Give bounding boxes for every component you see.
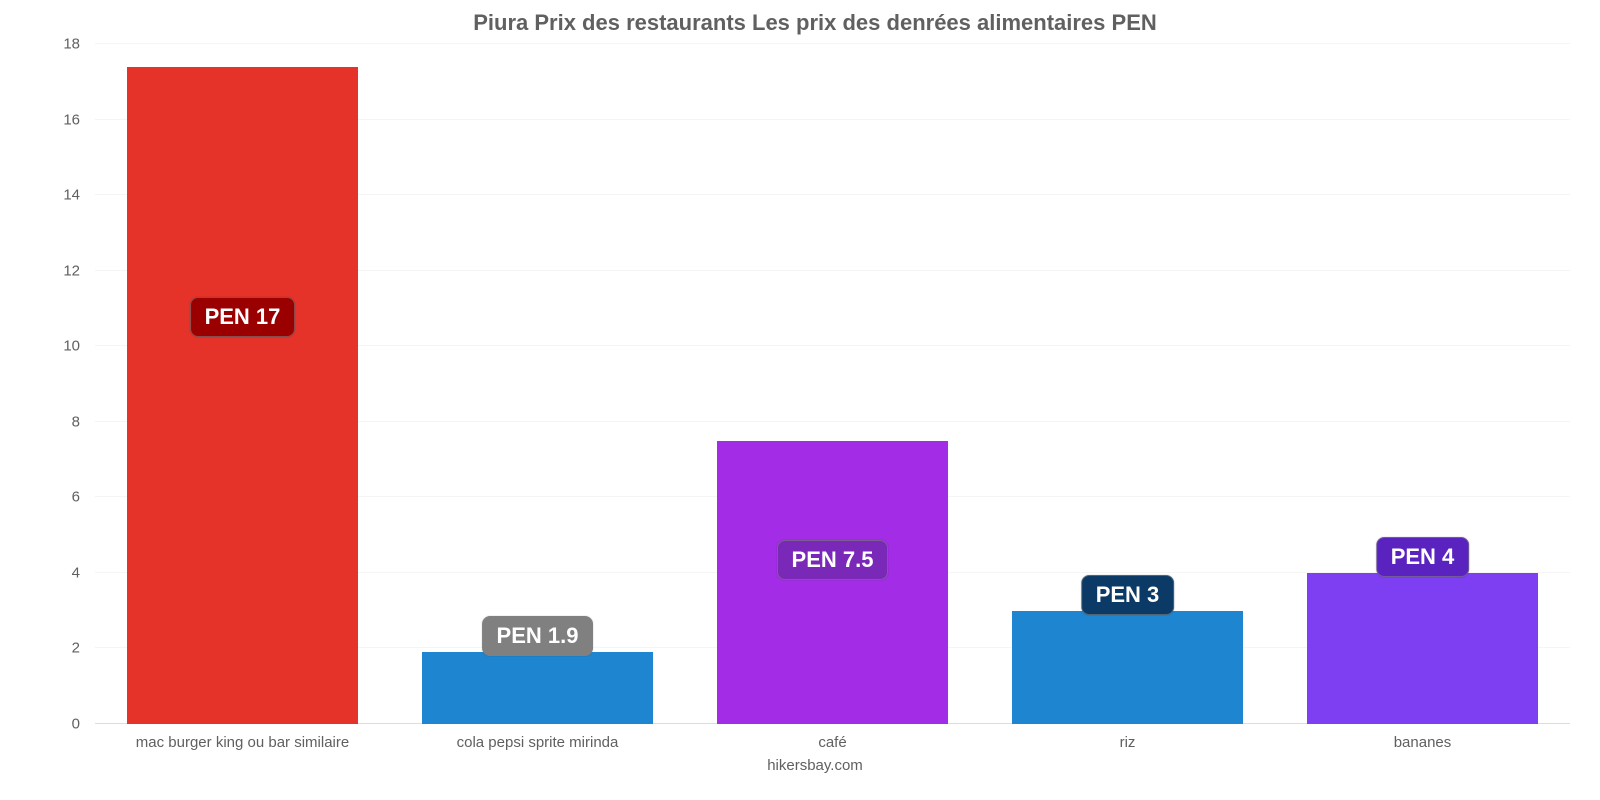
x-label: riz (980, 734, 1275, 751)
y-tick: 18 (63, 36, 80, 53)
bar: PEN 3 (1012, 611, 1242, 724)
chart-title: Piura Prix des restaurants Les prix des … (60, 10, 1570, 36)
value-badge: PEN 1.9 (482, 616, 594, 656)
value-badge: PEN 4 (1376, 537, 1470, 577)
y-tick: 4 (72, 564, 80, 581)
y-tick: 6 (72, 489, 80, 506)
bar-slot: PEN 4 (1275, 44, 1570, 724)
bar: PEN 4 (1307, 573, 1537, 724)
value-badge: PEN 7.5 (777, 540, 889, 580)
y-tick: 2 (72, 640, 80, 657)
bars-container: PEN 17 PEN 1.9 PEN 7.5 PEN 3 PEN 4 (95, 44, 1570, 724)
bar-slot: PEN 3 (980, 44, 1275, 724)
y-tick: 0 (72, 716, 80, 733)
y-tick: 16 (63, 111, 80, 128)
bar-slot: PEN 1.9 (390, 44, 685, 724)
value-badge: PEN 17 (190, 297, 296, 337)
credit-text: hikersbay.com (60, 757, 1570, 774)
y-tick: 12 (63, 262, 80, 279)
y-tick: 8 (72, 413, 80, 430)
bar: PEN 7.5 (717, 441, 947, 724)
x-label: mac burger king ou bar similaire (95, 734, 390, 751)
x-label: cola pepsi sprite mirinda (390, 734, 685, 751)
x-axis-labels: mac burger king ou bar similairecola pep… (95, 734, 1570, 751)
y-tick: 10 (63, 338, 80, 355)
plot-area: 024681012141618 PEN 17PEN 1.9PEN 7.5PEN … (60, 44, 1570, 724)
bar-slot: PEN 17 (95, 44, 390, 724)
x-label: bananes (1275, 734, 1570, 751)
bar: PEN 1.9 (422, 652, 652, 724)
y-axis: 024681012141618 (52, 44, 92, 724)
bar-slot: PEN 7.5 (685, 44, 980, 724)
y-tick: 14 (63, 187, 80, 204)
x-label: café (685, 734, 980, 751)
value-badge: PEN 3 (1081, 575, 1175, 615)
bar: PEN 17 (127, 67, 357, 724)
price-chart: Piura Prix des restaurants Les prix des … (0, 0, 1600, 800)
